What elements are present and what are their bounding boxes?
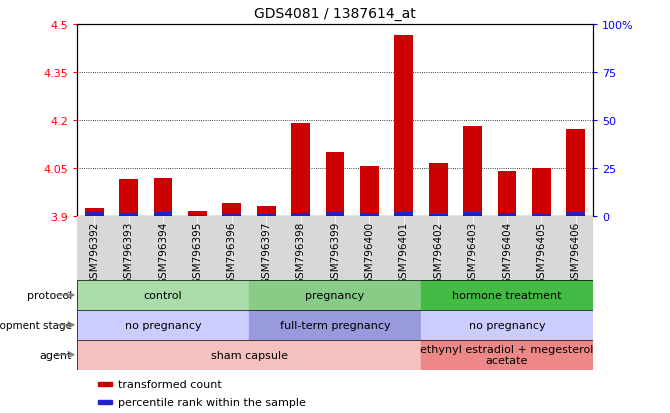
Bar <box>429 215 448 216</box>
Bar <box>153 178 172 216</box>
Bar <box>257 207 275 216</box>
Bar <box>360 167 379 216</box>
Bar <box>85 212 104 216</box>
Bar <box>566 213 585 216</box>
Text: GSM796402: GSM796402 <box>433 221 443 285</box>
Bar <box>153 213 172 216</box>
Text: GSM796405: GSM796405 <box>537 221 546 285</box>
Text: pregnancy: pregnancy <box>306 290 364 300</box>
Bar <box>98 382 112 386</box>
Bar <box>395 36 413 216</box>
Text: percentile rank within the sample: percentile rank within the sample <box>119 397 306 407</box>
Bar <box>566 130 585 216</box>
Bar <box>395 213 413 216</box>
Bar <box>222 214 241 216</box>
Bar <box>119 213 138 216</box>
Bar <box>326 152 344 216</box>
Text: no pregnancy: no pregnancy <box>468 320 545 330</box>
Bar <box>532 169 551 216</box>
Bar <box>421 280 593 310</box>
Bar <box>498 172 517 216</box>
Text: transformed count: transformed count <box>119 379 222 389</box>
Bar <box>98 400 112 404</box>
Text: protocol: protocol <box>27 290 72 300</box>
Bar <box>326 213 344 216</box>
Text: GSM796394: GSM796394 <box>158 221 168 285</box>
Text: GSM796403: GSM796403 <box>468 221 478 285</box>
Text: sham capsule: sham capsule <box>210 350 287 360</box>
Text: full-term pregnancy: full-term pregnancy <box>279 320 391 330</box>
Text: GSM796399: GSM796399 <box>330 221 340 285</box>
Bar <box>463 127 482 216</box>
Text: ethynyl estradiol + megesterol
acetate: ethynyl estradiol + megesterol acetate <box>420 344 594 366</box>
Text: development stage: development stage <box>0 320 72 330</box>
Bar <box>463 213 482 216</box>
Bar <box>421 340 593 370</box>
Bar <box>85 209 104 216</box>
Text: GSM796404: GSM796404 <box>502 221 512 285</box>
Bar <box>77 310 249 340</box>
Bar <box>257 214 275 216</box>
Text: hormone treatment: hormone treatment <box>452 290 561 300</box>
Title: GDS4081 / 1387614_at: GDS4081 / 1387614_at <box>254 7 416 21</box>
Bar <box>77 280 249 310</box>
Bar <box>77 340 421 370</box>
Text: control: control <box>144 290 182 300</box>
Text: GSM796398: GSM796398 <box>295 221 306 285</box>
Bar <box>119 180 138 216</box>
Text: GSM796393: GSM796393 <box>124 221 133 285</box>
Text: GSM796395: GSM796395 <box>192 221 202 285</box>
Text: no pregnancy: no pregnancy <box>125 320 202 330</box>
Text: GSM796400: GSM796400 <box>364 221 375 285</box>
Text: GSM796392: GSM796392 <box>89 221 99 285</box>
Bar <box>222 204 241 216</box>
Bar <box>188 211 207 216</box>
Bar <box>360 213 379 216</box>
Bar <box>249 310 421 340</box>
Bar <box>532 214 551 216</box>
Text: GSM796406: GSM796406 <box>571 221 581 285</box>
Text: GSM796396: GSM796396 <box>227 221 237 285</box>
Bar <box>291 124 310 216</box>
Text: GSM796401: GSM796401 <box>399 221 409 285</box>
Bar <box>429 164 448 216</box>
Text: GSM796397: GSM796397 <box>261 221 271 285</box>
Bar <box>249 280 421 310</box>
Bar <box>421 310 593 340</box>
Text: agent: agent <box>40 350 72 360</box>
Bar <box>498 214 517 216</box>
Bar <box>291 213 310 216</box>
